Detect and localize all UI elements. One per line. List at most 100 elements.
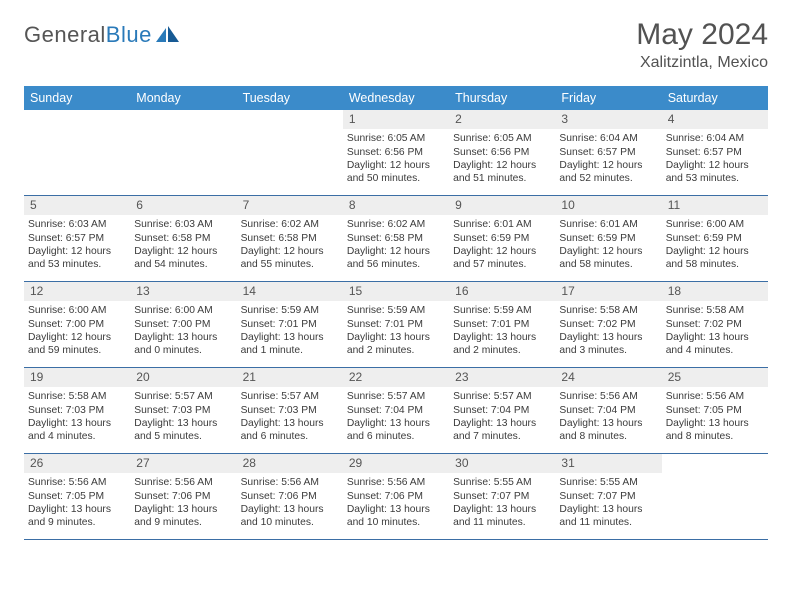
sunset-line: Sunset: 7:06 PM [134, 490, 232, 503]
calendar-page: GeneralBlue May 2024 Xalitzintla, Mexico… [0, 0, 792, 550]
sunrise-line: Sunrise: 5:59 AM [241, 304, 339, 317]
day-info: Sunrise: 5:59 AMSunset: 7:01 PMDaylight:… [343, 304, 449, 357]
daylight-line: Daylight: 13 hours and 4 minutes. [666, 331, 764, 357]
location: Xalitzintla, Mexico [636, 54, 768, 72]
calendar-cell: 19 Sunrise: 5:58 AMSunset: 7:03 PMDayligh… [24, 368, 130, 454]
day-info: Sunrise: 6:00 AMSunset: 6:59 PMDaylight:… [662, 218, 768, 271]
calendar-grid: 1Sunrise: 6:05 AMSunset: 6:56 PMDaylight… [24, 110, 768, 540]
day-number: 18 [662, 282, 768, 301]
day-info: Sunrise: 5:56 AMSunset: 7:06 PMDaylight:… [237, 476, 343, 529]
sunset-line: Sunset: 7:06 PM [241, 490, 339, 503]
sunset-line: Sunset: 6:59 PM [559, 232, 657, 245]
calendar-cell: 27Sunrise: 5:56 AMSunset: 7:06 PMDayligh… [130, 454, 236, 540]
weekday-friday: Friday [555, 86, 661, 110]
sunset-line: Sunset: 7:03 PM [241, 404, 339, 417]
weekday-sunday: Sunday [24, 86, 130, 110]
title-block: May 2024 Xalitzintla, Mexico [636, 18, 768, 72]
calendar-cell: 9Sunrise: 6:01 AMSunset: 6:59 PMDaylight… [449, 196, 555, 282]
calendar-cell-empty [130, 110, 236, 196]
daylight-line: Daylight: 13 hours and 5 minutes. [134, 417, 232, 443]
sunset-line: Sunset: 6:58 PM [347, 232, 445, 245]
calendar-cell: 24Sunrise: 5:56 AMSunset: 7:04 PMDayligh… [555, 368, 661, 454]
day-info: Sunrise: 6:03 AMSunset: 6:57 PMDaylight:… [24, 218, 130, 271]
calendar-cell: 2 Sunrise: 6:05 AMSunset: 6:56 PMDaylight… [449, 110, 555, 196]
calendar-cell-empty [662, 454, 768, 540]
daylight-line: Daylight: 13 hours and 6 minutes. [347, 417, 445, 443]
day-info: Sunrise: 5:57 AMSunset: 7:04 PMDaylight:… [343, 390, 449, 443]
daylight-line: Daylight: 12 hours and 58 minutes. [559, 245, 657, 271]
day-info: Sunrise: 6:05 AMSunset: 6:56 PMDaylight:… [449, 132, 555, 185]
sunrise-line: Sunrise: 6:04 AM [559, 132, 657, 145]
calendar-cell: 6Sunrise: 6:03 AMSunset: 6:58 PMDaylight… [130, 196, 236, 282]
sunrise-line: Sunrise: 5:58 AM [559, 304, 657, 317]
day-number: 2 [449, 110, 555, 129]
day-number: 28 [237, 454, 343, 473]
day-info: Sunrise: 5:58 AMSunset: 7:03 PMDaylight:… [24, 390, 130, 443]
sunset-line: Sunset: 7:03 PM [28, 404, 126, 417]
weekday-monday: Monday [130, 86, 236, 110]
weekday-header: Sunday Monday Tuesday Wednesday Thursday… [24, 86, 768, 110]
calendar-cell: 16Sunrise: 5:59 AMSunset: 7:01 PMDayligh… [449, 282, 555, 368]
day-number: 20 [130, 368, 236, 387]
calendar-cell: 5 Sunrise: 6:03 AMSunset: 6:57 PMDaylight… [24, 196, 130, 282]
daylight-line: Daylight: 12 hours and 53 minutes. [666, 159, 764, 185]
daylight-line: Daylight: 13 hours and 9 minutes. [28, 503, 126, 529]
sunrise-line: Sunrise: 5:57 AM [241, 390, 339, 403]
day-info: Sunrise: 6:05 AMSunset: 6:56 PMDaylight:… [343, 132, 449, 185]
day-info: Sunrise: 5:58 AMSunset: 7:02 PMDaylight:… [555, 304, 661, 357]
day-number: 4 [662, 110, 768, 129]
calendar-cell: 25Sunrise: 5:56 AMSunset: 7:05 PMDayligh… [662, 368, 768, 454]
daylight-line: Daylight: 13 hours and 2 minutes. [453, 331, 551, 357]
sunset-line: Sunset: 7:03 PM [134, 404, 232, 417]
header: GeneralBlue May 2024 Xalitzintla, Mexico [24, 18, 768, 72]
day-number: 31 [555, 454, 661, 473]
day-number: 9 [449, 196, 555, 215]
sunset-line: Sunset: 6:57 PM [559, 146, 657, 159]
sunrise-line: Sunrise: 5:59 AM [453, 304, 551, 317]
day-info: Sunrise: 5:58 AMSunset: 7:02 PMDaylight:… [662, 304, 768, 357]
sunset-line: Sunset: 7:04 PM [453, 404, 551, 417]
daylight-line: Daylight: 13 hours and 1 minute. [241, 331, 339, 357]
daylight-line: Daylight: 13 hours and 0 minutes. [134, 331, 232, 357]
day-number: 17 [555, 282, 661, 301]
sunrise-line: Sunrise: 6:02 AM [241, 218, 339, 231]
day-number: 29 [343, 454, 449, 473]
sunset-line: Sunset: 7:07 PM [453, 490, 551, 503]
calendar-cell: 11Sunrise: 6:00 AMSunset: 6:59 PMDayligh… [662, 196, 768, 282]
sunset-line: Sunset: 6:57 PM [666, 146, 764, 159]
sunset-line: Sunset: 6:56 PM [453, 146, 551, 159]
day-info: Sunrise: 6:04 AMSunset: 6:57 PMDaylight:… [662, 132, 768, 185]
sunrise-line: Sunrise: 6:05 AM [453, 132, 551, 145]
weekday-tuesday: Tuesday [237, 86, 343, 110]
daylight-line: Daylight: 13 hours and 10 minutes. [241, 503, 339, 529]
sunrise-line: Sunrise: 5:58 AM [666, 304, 764, 317]
day-number: 10 [555, 196, 661, 215]
daylight-line: Daylight: 13 hours and 8 minutes. [666, 417, 764, 443]
weekday-thursday: Thursday [449, 86, 555, 110]
day-number: 5 [24, 196, 130, 215]
day-number: 25 [662, 368, 768, 387]
day-number: 21 [237, 368, 343, 387]
sunset-line: Sunset: 7:01 PM [347, 318, 445, 331]
daylight-line: Daylight: 13 hours and 9 minutes. [134, 503, 232, 529]
logo: GeneralBlue [24, 18, 180, 48]
daylight-line: Daylight: 13 hours and 2 minutes. [347, 331, 445, 357]
sunrise-line: Sunrise: 5:59 AM [347, 304, 445, 317]
sunrise-line: Sunrise: 6:00 AM [28, 304, 126, 317]
day-number: 19 [24, 368, 130, 387]
sunset-line: Sunset: 7:01 PM [453, 318, 551, 331]
daylight-line: Daylight: 13 hours and 10 minutes. [347, 503, 445, 529]
calendar-cell: 28 Sunrise: 5:56 AMSunset: 7:06 PMDayligh… [237, 454, 343, 540]
daylight-line: Daylight: 13 hours and 7 minutes. [453, 417, 551, 443]
sunset-line: Sunset: 7:06 PM [347, 490, 445, 503]
weekday-wednesday: Wednesday [343, 86, 449, 110]
day-number: 26 [24, 454, 130, 473]
daylight-line: Daylight: 12 hours and 59 minutes. [28, 331, 126, 357]
sunrise-line: Sunrise: 5:55 AM [559, 476, 657, 489]
sunset-line: Sunset: 6:57 PM [28, 232, 126, 245]
day-number: 13 [130, 282, 236, 301]
sunrise-line: Sunrise: 5:56 AM [241, 476, 339, 489]
daylight-line: Daylight: 12 hours and 58 minutes. [666, 245, 764, 271]
day-info: Sunrise: 5:56 AMSunset: 7:06 PMDaylight:… [343, 476, 449, 529]
day-info: Sunrise: 5:57 AMSunset: 7:04 PMDaylight:… [449, 390, 555, 443]
